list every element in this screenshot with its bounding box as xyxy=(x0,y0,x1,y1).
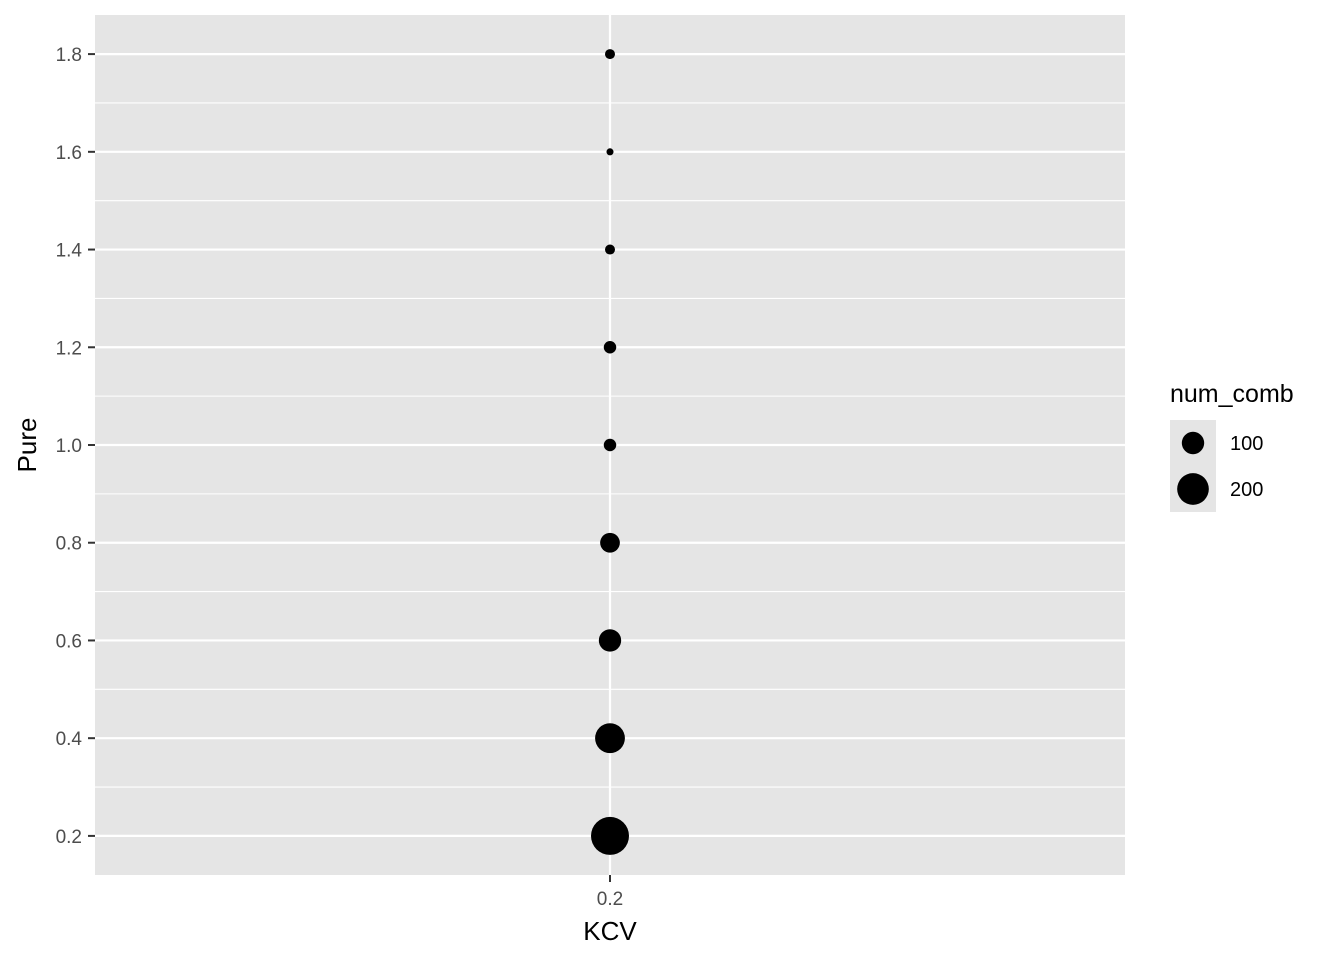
data-point xyxy=(595,723,625,754)
y-tick-label: 0.8 xyxy=(56,534,82,555)
y-tick-label: 1.4 xyxy=(56,241,83,262)
data-points xyxy=(591,49,629,855)
legend-label: 100 xyxy=(1230,433,1263,455)
data-point xyxy=(600,532,620,553)
x-axis-title: KCV xyxy=(583,916,637,946)
y-axis: 0.2 0.4 0.6 0.8 1.0 1.2 1.4 1.6 1.8 xyxy=(56,45,95,848)
legend-key-symbol xyxy=(1181,431,1205,455)
y-tick-label: 1.6 xyxy=(56,143,82,164)
data-point xyxy=(606,148,614,156)
y-tick-label: 0.4 xyxy=(56,729,83,750)
data-point xyxy=(603,341,617,354)
data-point xyxy=(591,816,629,855)
y-tick-label: 1.2 xyxy=(56,338,82,359)
legend-key-symbol xyxy=(1177,473,1209,505)
legend-keys: 100 200 xyxy=(1170,420,1263,512)
x-tick-label: 0.2 xyxy=(597,889,623,910)
y-tick-label: 0.2 xyxy=(56,827,82,848)
y-axis-title: Pure xyxy=(12,418,42,473)
data-point xyxy=(605,244,615,255)
y-tick-label: 0.6 xyxy=(56,631,82,652)
size-legend: num_comb 100 200 xyxy=(1170,380,1294,512)
x-axis: 0.2 xyxy=(597,875,623,910)
data-point xyxy=(598,629,622,652)
legend-label: 200 xyxy=(1230,479,1263,501)
data-point xyxy=(605,49,615,60)
data-point xyxy=(603,438,617,452)
legend-title: num_comb xyxy=(1170,380,1294,408)
y-tick-label: 1.0 xyxy=(56,436,82,457)
y-tick-label: 1.8 xyxy=(56,45,82,66)
